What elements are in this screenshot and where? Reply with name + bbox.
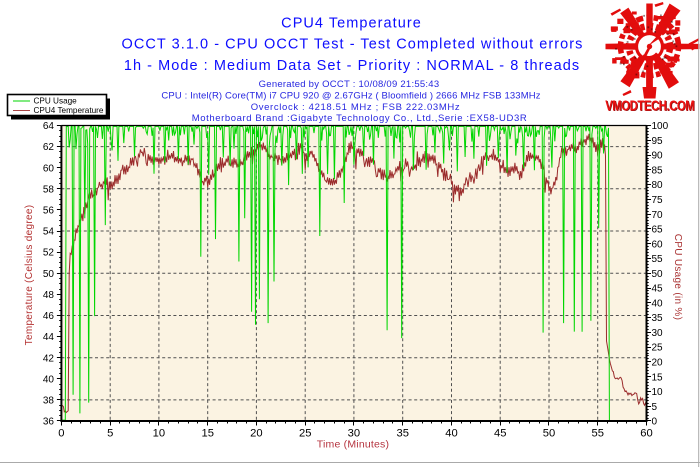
svg-text:15: 15: [652, 372, 664, 383]
svg-text:20: 20: [652, 358, 664, 369]
svg-text:95: 95: [652, 136, 664, 147]
svg-text:30: 30: [652, 328, 664, 339]
svg-text:VMODTECH.COM: VMODTECH.COM: [606, 98, 695, 115]
svg-text:40: 40: [43, 374, 55, 385]
svg-text:45: 45: [652, 284, 664, 295]
svg-text:55: 55: [652, 254, 664, 265]
svg-text:54: 54: [43, 227, 55, 238]
svg-text:80: 80: [652, 180, 664, 191]
svg-text:50: 50: [652, 269, 664, 280]
svg-text:62: 62: [43, 142, 55, 153]
svg-text:40: 40: [445, 427, 457, 439]
svg-text:45: 45: [494, 427, 506, 439]
svg-text:40: 40: [652, 298, 664, 309]
svg-text:70: 70: [652, 210, 664, 221]
svg-text:85: 85: [652, 165, 664, 176]
svg-text:25: 25: [652, 343, 664, 354]
svg-text:5: 5: [107, 427, 113, 439]
svg-text:44: 44: [43, 332, 55, 343]
svg-text:10: 10: [153, 427, 165, 439]
svg-text:56: 56: [43, 206, 55, 217]
svg-text:15: 15: [201, 427, 213, 439]
svg-text:65: 65: [652, 225, 664, 236]
svg-text:1h - Mode : Medium Data Set -: 1h - Mode : Medium Data Set - Priority :…: [124, 58, 580, 74]
svg-text:35: 35: [652, 313, 664, 324]
svg-text:0: 0: [652, 417, 658, 428]
svg-text:25: 25: [299, 427, 311, 439]
svg-text:38: 38: [43, 396, 55, 407]
svg-text:52: 52: [43, 248, 55, 259]
svg-text:OCCT 3.1.0 - CPU OCCT Test - T: OCCT 3.1.0 - CPU OCCT Test - Test Comple…: [122, 37, 584, 53]
svg-text:75: 75: [652, 195, 664, 206]
svg-text:CPU Usage (in %): CPU Usage (in %): [672, 234, 683, 321]
svg-text:VMODTECH.COM: VMODTECH.COM: [605, 97, 694, 114]
svg-text:Time (Minutes): Time (Minutes): [317, 438, 389, 450]
svg-text:Motherboard Brand :Gigabyte Te: Motherboard Brand :Gigabyte Technology C…: [192, 113, 528, 124]
svg-text:CPU : Intel(R) Core(TM) i7 CPU: CPU : Intel(R) Core(TM) i7 CPU 920 @ 2.6…: [161, 91, 540, 102]
svg-text:CPU4 Temperature: CPU4 Temperature: [281, 16, 422, 32]
svg-text:0: 0: [58, 427, 64, 439]
svg-text:36: 36: [43, 417, 55, 428]
svg-text:64: 64: [43, 121, 55, 132]
svg-text:35: 35: [396, 427, 408, 439]
svg-text:CPU Usage: CPU Usage: [34, 96, 78, 105]
svg-text:50: 50: [543, 427, 555, 439]
svg-text:90: 90: [652, 151, 664, 162]
svg-text:46: 46: [43, 311, 55, 322]
svg-text:Temperature (Celsius degree): Temperature (Celsius degree): [24, 205, 35, 346]
svg-text:60: 60: [43, 163, 55, 174]
svg-text:50: 50: [43, 269, 55, 280]
svg-text:60: 60: [640, 427, 652, 439]
svg-text:42: 42: [43, 353, 55, 364]
svg-text:20: 20: [250, 427, 262, 439]
svg-text:48: 48: [43, 290, 55, 301]
svg-text:100: 100: [652, 121, 669, 132]
svg-text:Overclock : 4218.51 MHz ; FSB: Overclock : 4218.51 MHz ; FSB 222.03MHz: [251, 102, 461, 113]
svg-text:5: 5: [652, 402, 658, 413]
svg-text:10: 10: [652, 387, 664, 398]
svg-text:58: 58: [43, 184, 55, 195]
svg-text:55: 55: [591, 427, 603, 439]
svg-text:CPU4 Temperature: CPU4 Temperature: [34, 106, 104, 115]
svg-text:30: 30: [348, 427, 360, 439]
svg-text:Generated by OCCT : 10/08/09 2: Generated by OCCT : 10/08/09 21:55:43: [259, 79, 440, 90]
svg-text:60: 60: [652, 239, 664, 250]
